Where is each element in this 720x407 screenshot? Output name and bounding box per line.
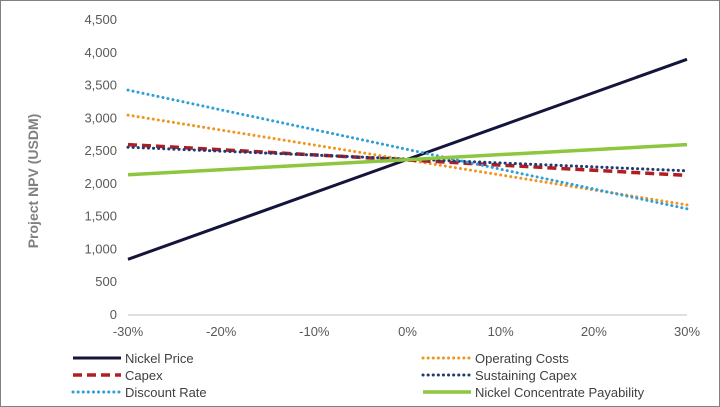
y-tick-label: 500 (95, 274, 117, 289)
y-tick-label: 4,000 (84, 45, 117, 60)
y-tick-label: 1,500 (84, 209, 117, 224)
legend-label: Nickel Concentrate Payability (475, 385, 645, 400)
legend: Nickel Price Operating Costs Capex Sustaini… (71, 351, 645, 400)
y-tick-label: 2,000 (84, 176, 117, 191)
legend-label: Nickel Price (125, 351, 194, 366)
series-line-capex (127, 142, 688, 178)
y-tick-label: 1,000 (84, 241, 117, 256)
series-line-discount-rate (126, 88, 689, 211)
legend-label: Sustaining Capex (475, 368, 577, 383)
legend-label: Capex (125, 368, 163, 383)
x-tick-label: -10% (299, 324, 330, 339)
series-line-nickel-concentrate-payability (127, 142, 688, 177)
x-tick-label: 30% (674, 324, 700, 339)
x-tick-label: 10% (488, 324, 514, 339)
y-axis-label: Project NPV (USDM) (25, 114, 41, 249)
legend-label: Discount Rate (125, 385, 207, 400)
x-tick-label: -20% (206, 324, 237, 339)
y-tick-label: 3,500 (84, 78, 117, 93)
series-lines (126, 57, 689, 261)
legend-label: Operating Costs (475, 351, 569, 366)
x-tick-label: 20% (581, 324, 607, 339)
y-tick-label: 0 (110, 307, 117, 322)
x-tick-label: -30% (113, 324, 144, 339)
x-tick-label: 0% (398, 324, 417, 339)
axes: 0 500 1,000 1,500 2,000 2,500 3,000 3,500 4,000 4… (84, 12, 700, 339)
y-tick-label: 2,500 (84, 143, 117, 158)
y-tick-label: 3,000 (84, 110, 117, 125)
y-tick-label: 4,500 (84, 12, 117, 27)
